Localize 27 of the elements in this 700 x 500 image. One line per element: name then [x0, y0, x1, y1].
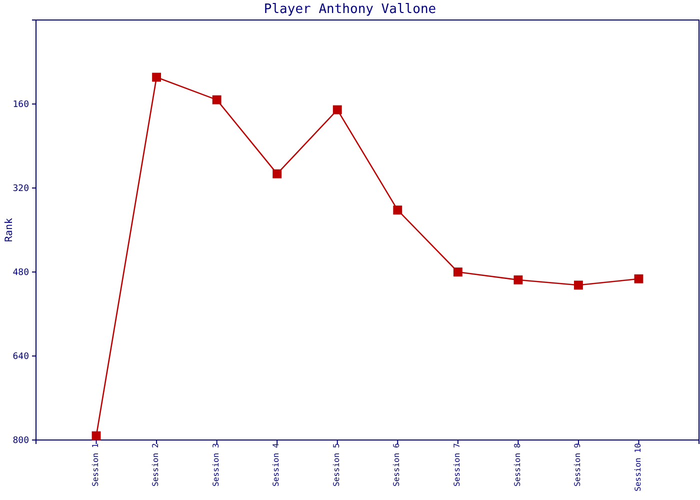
point	[212, 95, 222, 104]
x-tick-label: Session 6	[392, 443, 402, 487]
x-tick-label: Session 5	[332, 443, 341, 487]
x-tick-label: Session 9	[573, 443, 582, 487]
point	[393, 206, 402, 215]
x-tick-label: Session 2	[151, 443, 160, 487]
point	[574, 280, 583, 290]
y-tick-label: 320	[12, 184, 29, 194]
y-tick-label: 480	[12, 268, 29, 278]
point	[272, 169, 282, 178]
x-tick-label: Session 8	[512, 443, 522, 487]
point	[92, 431, 101, 440]
x-tick-label: Session 10	[633, 443, 642, 492]
y-axis-title: Rank	[4, 218, 15, 242]
y-tick-label: 800	[12, 436, 29, 446]
y-tick-label: 640	[12, 352, 29, 362]
point	[634, 274, 644, 284]
x-tick-label: Session 1	[90, 443, 100, 487]
chart-title: Player Anthony Vallone	[264, 2, 436, 17]
point	[453, 268, 462, 276]
x-tick-label: Session 3	[211, 443, 220, 487]
point	[152, 72, 162, 82]
point	[514, 275, 523, 284]
point	[332, 105, 342, 114]
y-tick-label: 160	[12, 100, 29, 110]
x-tick-label: Session 7	[452, 443, 462, 487]
x-tick-label: Session 4	[272, 443, 281, 487]
